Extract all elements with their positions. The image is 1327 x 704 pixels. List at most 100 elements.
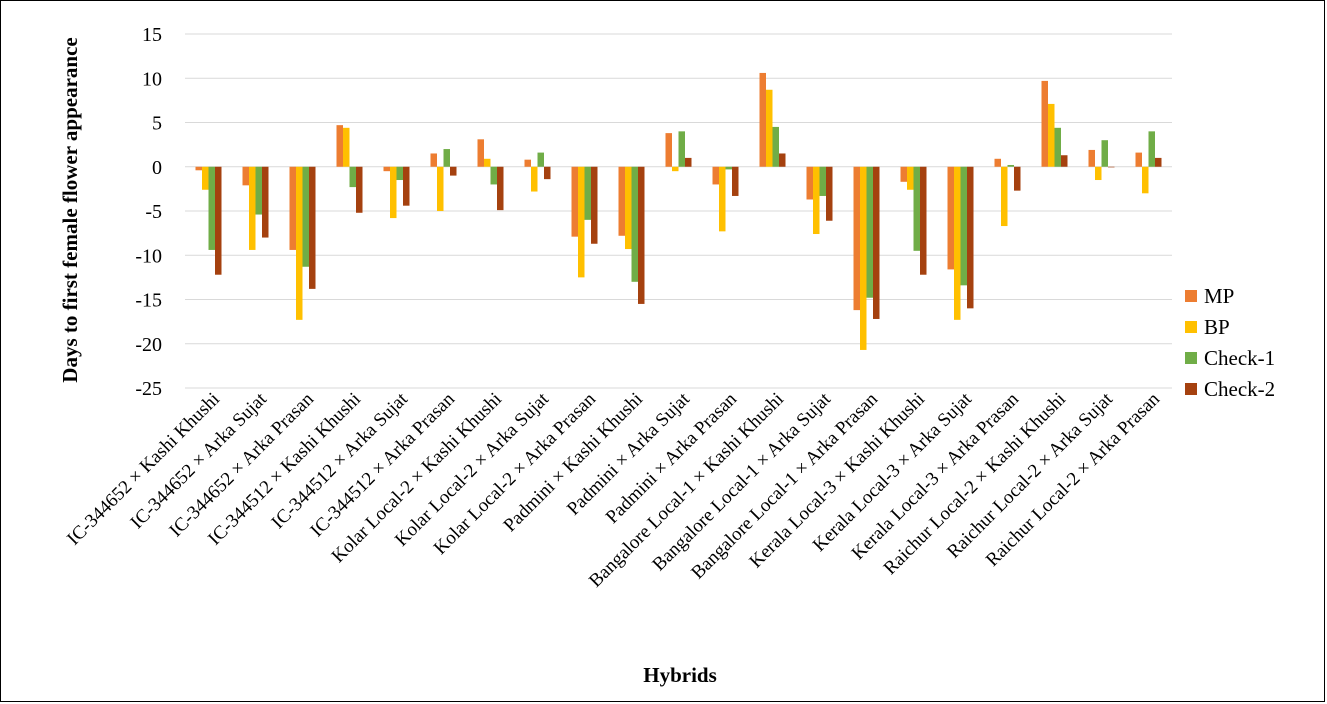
y-tick-label: -25 [135,378,162,400]
legend-swatch [1185,290,1197,302]
bar-bp [719,166,726,232]
bar-mp [853,166,860,311]
bar-mp [900,166,907,182]
bar-check-1 [678,131,685,167]
bar-check-1 [866,166,873,298]
bar-mp [336,125,343,167]
y-tick-label: -15 [135,290,162,312]
bar-mp [994,158,1001,167]
bar-mp [947,166,954,270]
bar-check-2 [497,166,504,211]
bar-mp [289,166,296,250]
bar-check-2 [356,166,363,213]
bar-check-2 [262,166,269,238]
bar-mp [1135,152,1142,167]
bar-bp [578,166,585,278]
bar-bp [390,166,397,219]
bar-bp [202,166,209,190]
bar-check-1 [490,166,497,185]
bar-check-2 [403,166,410,206]
bar-bp [813,166,820,235]
bar-check-1 [913,166,920,251]
bar-check-1 [1054,127,1061,167]
bar-mp [430,153,437,167]
gridlines [185,33,1172,389]
bar-mp [242,166,249,186]
y-tick-label: -5 [145,201,162,223]
y-axis-title: Days to first female flower appearance [58,37,82,382]
bar-mp [477,139,484,167]
bars [195,72,1162,350]
bar-check-2 [920,166,927,275]
bar-mp [1041,80,1048,167]
bar-check-1 [819,166,826,196]
bar-mp [712,166,719,185]
y-tick-label: 5 [152,113,162,135]
bar-check-1 [772,126,779,167]
y-tick-label: 0 [152,157,162,179]
x-axis-title: Hybrids [643,663,717,687]
bar-bp [860,166,867,350]
bar-check-2 [826,166,833,221]
bar-bp [1001,166,1008,227]
bar-check-2 [1014,166,1021,191]
bar-bp [1095,166,1102,181]
bar-check-2 [591,166,598,244]
bar-check-1 [255,166,262,215]
bar-bp [1048,103,1055,167]
bar-mp [195,166,202,171]
bar-bp [484,158,491,167]
legend-swatch [1185,321,1197,333]
bar-check-1 [443,149,450,167]
bar-bp [531,166,538,192]
legend-swatch [1185,352,1197,364]
bar-check-1 [1007,164,1014,167]
bar-check-1 [537,152,544,167]
bar-bp [907,166,914,190]
y-tick-label: -20 [135,334,162,356]
bar-check-2 [873,166,880,319]
bar-bp [672,166,679,172]
bar-check-2 [1108,166,1115,168]
bar-check-2 [779,153,786,167]
bar-check-1 [960,166,967,286]
bar-check-1 [349,166,356,188]
y-tick-label: -10 [135,245,162,267]
bar-check-1 [631,166,638,282]
bar-check-2 [215,166,222,275]
bar-check-2 [544,166,551,180]
bar-check-2 [1155,157,1162,167]
bar-mp [1088,149,1095,167]
bar-mp [806,166,813,200]
bar-bp [343,127,350,167]
bar-bp [954,166,961,320]
bar-check-2 [638,166,645,304]
y-tick-label: 15 [142,24,162,46]
bar-check-2 [732,166,739,196]
bar-mp [524,159,531,167]
y-tick-label: 10 [142,68,162,90]
legend: MP BP Check-1 Check-2 [1185,284,1275,401]
bar-mp [383,166,390,172]
bar-check-2 [967,166,974,309]
bar-mp [759,72,766,167]
bar-bp [625,166,632,250]
bar-check-1 [302,166,309,267]
bar-check-2 [309,166,316,289]
bar-check-1 [725,166,732,170]
legend-label: BP [1204,315,1230,339]
legend-label: MP [1204,284,1234,308]
bar-mp [665,133,672,167]
bar-check-2 [1061,155,1068,167]
bar-check-1 [396,166,403,181]
legend-label: Check-1 [1204,346,1275,370]
bar-check-1 [1148,131,1155,167]
bar-mp [571,166,578,237]
legend-swatch [1185,383,1197,395]
bar-bp [437,166,444,211]
bar-bp [296,166,303,320]
bar-bp [766,89,773,167]
